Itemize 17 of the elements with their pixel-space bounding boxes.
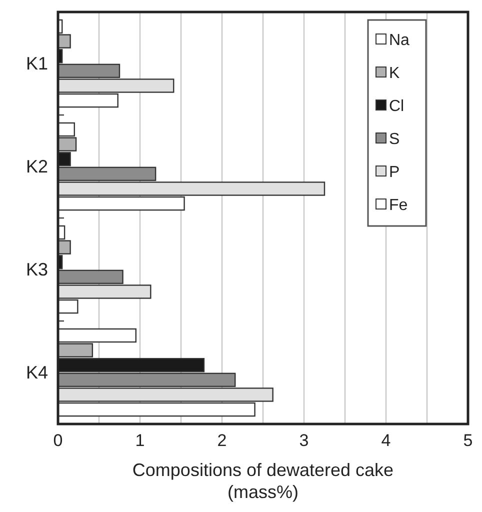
y-tick-label: K1 <box>26 54 48 74</box>
legend-label: Na <box>389 32 410 49</box>
legend-label: Cl <box>389 98 404 115</box>
x-axis-title: Compositions of dewatered cake (mass%) <box>132 460 394 502</box>
legend-label: Fe <box>389 197 408 214</box>
y-tick-label: K3 <box>26 260 48 280</box>
legend-label: S <box>389 131 400 148</box>
x-tick-label: 3 <box>299 431 309 450</box>
x-tick-label: 4 <box>381 431 391 450</box>
x-tick-label: 5 <box>463 431 473 450</box>
x-tick-label: 0 <box>53 431 63 450</box>
legend-label: P <box>389 164 400 181</box>
legend-label: K <box>389 65 400 82</box>
y-tick-label: K4 <box>26 362 48 382</box>
x-tick-label: 2 <box>217 431 227 450</box>
x-tick-label: 1 <box>135 431 145 450</box>
y-tick-label: K2 <box>26 156 48 176</box>
